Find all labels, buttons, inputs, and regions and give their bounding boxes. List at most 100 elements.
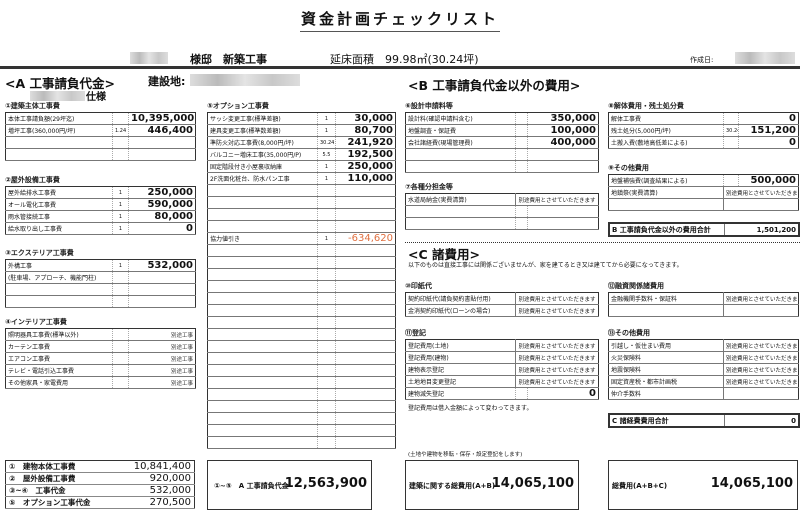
table-row: 地盤調査・保証費 100,000 bbox=[405, 124, 599, 137]
row-label: 水道局納金(実費清算) bbox=[405, 193, 516, 206]
row-value: 0 bbox=[128, 222, 196, 235]
row-quantity bbox=[317, 424, 336, 437]
row-label: 地盤調査・保証費 bbox=[405, 124, 516, 137]
row-value: 241,920 bbox=[335, 136, 396, 149]
summary-value: 532,000 bbox=[115, 484, 195, 497]
row-value: 400,000 bbox=[527, 136, 599, 149]
table-row bbox=[207, 184, 396, 197]
row-label: 契約印紙代(請負契約書貼付用) bbox=[405, 292, 516, 305]
row-value: 0 bbox=[723, 414, 799, 428]
table-row bbox=[405, 160, 599, 173]
row-label: 増坪工事(360,000円/坪) bbox=[5, 124, 113, 137]
row-quantity bbox=[112, 295, 129, 308]
row-label: 協力値引き bbox=[207, 232, 318, 245]
row-value: 別途工事 bbox=[128, 352, 196, 365]
row-value bbox=[722, 304, 799, 317]
row-value bbox=[335, 184, 396, 197]
row-value bbox=[128, 295, 196, 308]
row-label bbox=[207, 340, 318, 353]
row-value bbox=[723, 198, 799, 211]
total-abc-value: 14,065,100 bbox=[710, 476, 793, 491]
cost-table-s5: サッシ変更工事(標準差額) 1 30,000 建具変更工事(標準数差額) 1 80,700… bbox=[207, 112, 396, 449]
row-quantity: 1 bbox=[317, 160, 336, 173]
summary-value: 270,500 bbox=[115, 496, 195, 509]
table-row bbox=[207, 412, 396, 425]
row-value bbox=[335, 244, 396, 257]
cost-table-s12: 金融機関手数料・保証料 別途費用とさせていただきます bbox=[608, 292, 800, 317]
total-abc-box: 総費用(A+B+C) 14,065,100 bbox=[608, 460, 798, 510]
row-quantity: 1 bbox=[112, 186, 129, 199]
row-value: 500,000 bbox=[738, 174, 799, 187]
redacted-date bbox=[735, 52, 795, 64]
row-quantity bbox=[317, 316, 336, 329]
cost-table-s8: 解体工事費0残土処分(5,000円/坪)30.24151,200土搬入費(敷地高… bbox=[608, 112, 799, 149]
row-quantity bbox=[515, 205, 528, 218]
row-quantity: 1 bbox=[317, 232, 336, 245]
row-quantity bbox=[317, 256, 336, 269]
row-label bbox=[207, 256, 318, 269]
row-quantity bbox=[112, 340, 129, 353]
cost-table-s11: 登記費用(土地) 別途費用とさせていただきます 登記費用(建物) 別途費用とさせていた… bbox=[405, 339, 600, 400]
row-value: 別途費用とさせていただきます bbox=[723, 186, 799, 199]
page-title: 資金計画チェックリスト bbox=[300, 8, 500, 32]
row-value bbox=[335, 436, 396, 449]
row-label bbox=[207, 292, 318, 305]
row-value: 0 bbox=[527, 387, 599, 400]
table-row: エアコン工事費 別途工事 bbox=[5, 352, 196, 365]
row-value: 1,501,200 bbox=[723, 223, 800, 237]
total-ab-value: 14,065,100 bbox=[491, 476, 574, 491]
cost-table-s1: 本体工事請負額(29坪迄) 10,395,000 増坪工事(360,000円/坪) 1… bbox=[5, 112, 196, 161]
row-label bbox=[207, 316, 318, 329]
row-label: 登記費用(土地) bbox=[405, 339, 516, 352]
summary-label: ③~④ 工事代金 bbox=[5, 484, 116, 497]
table-row bbox=[207, 244, 396, 257]
row-value: 110,000 bbox=[335, 172, 396, 185]
row-quantity bbox=[515, 124, 528, 137]
row-value: 250,000 bbox=[335, 160, 396, 173]
floor-area: 延床面積 99.98㎡(30.24坪) bbox=[330, 53, 479, 66]
row-label: エアコン工事費 bbox=[5, 352, 113, 365]
project-name: 様邸 新築工事 bbox=[190, 53, 267, 66]
row-label bbox=[207, 328, 318, 341]
row-value: 0 bbox=[738, 112, 799, 125]
row-quantity bbox=[317, 340, 336, 353]
row-quantity bbox=[515, 217, 528, 230]
row-label: 土地地目変更登記 bbox=[405, 375, 516, 388]
row-label: C 諸経費費用合計 bbox=[609, 414, 724, 428]
row-label: 照明器具工事費(標準以外) bbox=[5, 328, 113, 341]
row-label bbox=[608, 304, 724, 317]
total-a-label: ①~⑤ A 工事請負代金 bbox=[214, 482, 289, 490]
cost-table-s2: 屋外給排水工事費 1 250,000 オール電化工事費 1 590,000 雨水管接続工事 1… bbox=[5, 186, 196, 235]
table-row bbox=[207, 388, 396, 401]
table-row bbox=[207, 280, 396, 293]
summary-row: ② 屋外設備工事費 920,000 bbox=[5, 472, 195, 485]
created-date-label: 作成日: bbox=[690, 56, 714, 64]
table-row bbox=[5, 295, 196, 308]
row-label: 火災保険料 bbox=[608, 351, 724, 364]
table-row bbox=[207, 256, 396, 269]
row-label: 地震保険料 bbox=[608, 363, 724, 376]
table-row: 給水取り出し工事費 1 0 bbox=[5, 222, 196, 235]
cost-table-s4: 照明器具工事費(標準以外) 別途工事 カーテン工事費 別途工事 エアコン工事費 別途工事テ… bbox=[5, 328, 196, 389]
row-label: 金消契約印紙代(ローンの場合) bbox=[405, 304, 516, 317]
row-value: 446,400 bbox=[128, 124, 196, 137]
table-row: テレビ・電話引込工事費 別途工事 bbox=[5, 364, 196, 377]
table-title-s9: ⑨その他費用 bbox=[608, 164, 649, 172]
cost-table-sc: C 諸経費費用合計 0 bbox=[608, 413, 800, 428]
row-label: 地鎮祭(実費清算) bbox=[608, 186, 724, 199]
row-label: 登記費用(建物) bbox=[405, 351, 516, 364]
row-value: 別途費用とさせていただきます bbox=[514, 363, 599, 376]
row-value: 別途費用とさせていただきます bbox=[514, 351, 599, 364]
row-value: 別途費用とさせていただきます bbox=[722, 375, 799, 388]
table-row: 引越し・仮住まい費用 別途費用とさせていただきます bbox=[608, 339, 799, 352]
row-label: 地盤補強費(調査結果による) bbox=[608, 174, 724, 187]
table-row: その他家具・家電費用 別途工事 bbox=[5, 376, 196, 389]
row-quantity bbox=[112, 328, 129, 341]
row-label: 準防火対応工事費(8,000円/坪) bbox=[207, 136, 318, 149]
table-row: 雨水管接続工事 1 80,000 bbox=[5, 210, 196, 223]
row-value: 別途費用とさせていただきます bbox=[514, 292, 599, 305]
row-quantity: 1 bbox=[112, 259, 129, 272]
row-label: 仲介手数料 bbox=[608, 387, 724, 400]
row-label: オール電化工事費 bbox=[5, 198, 113, 211]
row-quantity bbox=[317, 292, 336, 305]
